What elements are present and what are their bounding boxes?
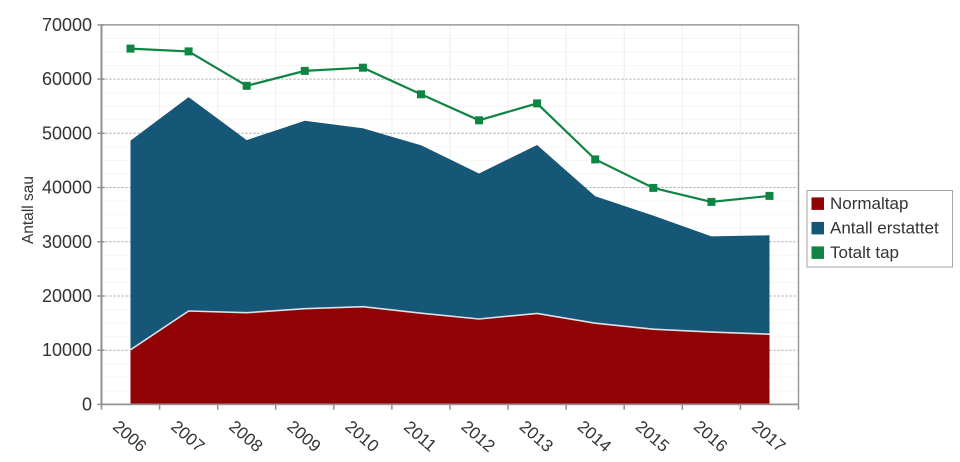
svg-text:10000: 10000 bbox=[42, 340, 92, 360]
svg-text:60000: 60000 bbox=[42, 69, 92, 89]
svg-text:20000: 20000 bbox=[42, 286, 92, 306]
svg-text:30000: 30000 bbox=[42, 232, 92, 252]
svg-text:50000: 50000 bbox=[42, 123, 92, 143]
svg-text:Antall sau: Antall sau bbox=[20, 176, 37, 244]
svg-text:Antall erstattet: Antall erstattet bbox=[830, 219, 939, 238]
svg-text:Totalt tap: Totalt tap bbox=[830, 243, 899, 262]
svg-text:70000: 70000 bbox=[42, 15, 92, 35]
svg-text:40000: 40000 bbox=[42, 178, 92, 198]
svg-text:Normaltap: Normaltap bbox=[830, 194, 908, 213]
svg-text:0: 0 bbox=[82, 394, 92, 414]
